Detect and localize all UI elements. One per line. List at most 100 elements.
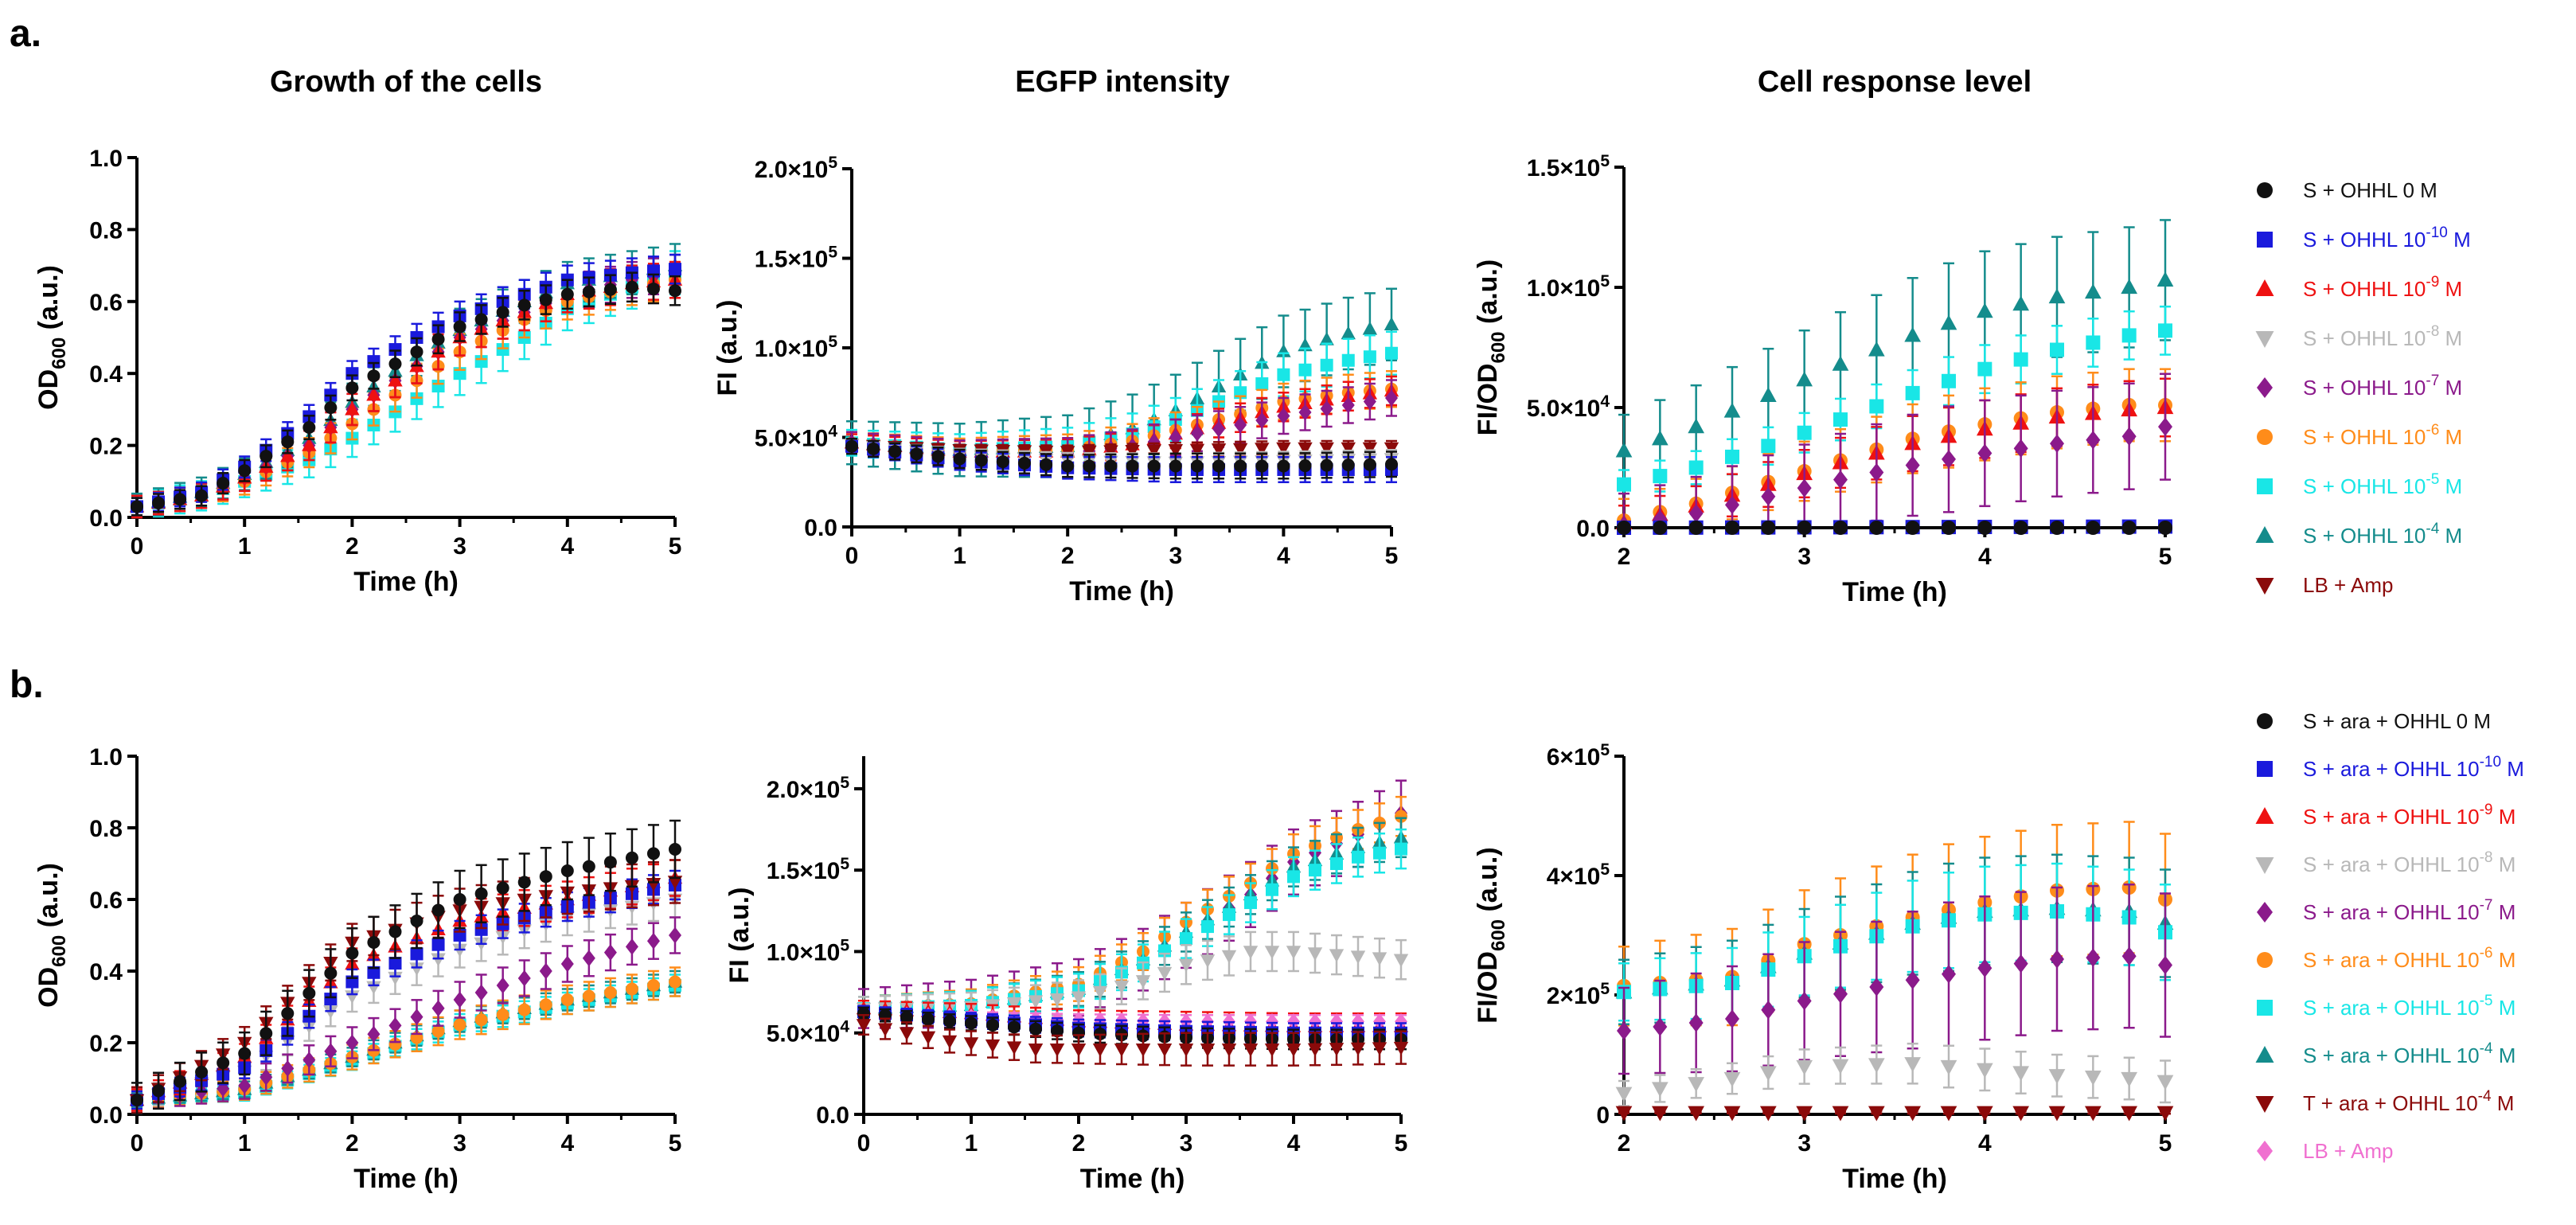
data-point — [1869, 462, 1884, 482]
data-point — [1255, 443, 1270, 457]
series-s-ara-ohhl-10-4-m — [1615, 853, 2174, 1025]
data-point — [323, 1005, 338, 1019]
data-point — [238, 1077, 252, 1094]
legend-marker-diamond — [2257, 377, 2273, 398]
data-point — [1385, 458, 1398, 471]
legend-item: S + OHHL 10-10 M — [2257, 224, 2471, 252]
y-tick-label: 0.8 — [89, 816, 123, 842]
chart-response-a: Cell response level 2 3 4 5 0.0 5.0×104 1.0×105… — [1473, 65, 2174, 607]
legend-label: S + OHHL 10-9 M — [2303, 274, 2462, 301]
data-point — [1797, 478, 1812, 497]
data-point — [1363, 393, 1376, 410]
data-point — [669, 284, 681, 298]
legend-marker-diamond — [2257, 1141, 2273, 1161]
data-point — [1190, 459, 1204, 473]
data-point — [1286, 946, 1302, 960]
data-point — [1329, 1043, 1345, 1056]
data-point — [856, 1019, 872, 1033]
y-tick-label: 0.6 — [89, 290, 123, 316]
data-point — [1942, 965, 1956, 984]
series-s-ara-ohhl-0-m — [857, 1006, 1407, 1051]
data-point — [2048, 1106, 2066, 1122]
data-point — [1264, 946, 1280, 960]
data-point — [2158, 323, 2172, 338]
data-point — [539, 870, 552, 884]
data-point — [367, 355, 381, 369]
legend-label: S + OHHL 10-7 M — [2303, 373, 2462, 400]
legend-item: S + ara + OHHL 10-9 M — [2255, 802, 2516, 829]
data-point — [1395, 810, 1407, 823]
data-point — [2158, 955, 2172, 975]
data-point — [1287, 1013, 1300, 1030]
data-point — [1092, 1043, 1108, 1057]
data-point — [1071, 1043, 1087, 1057]
data-point — [1255, 459, 1269, 473]
data-point — [388, 357, 402, 371]
data-point — [152, 496, 166, 509]
data-point — [1833, 470, 1848, 490]
data-point — [1212, 420, 1226, 438]
data-point — [474, 887, 488, 900]
series-s-ohhl-0-m — [845, 438, 1398, 480]
legend-marker-diamond — [2257, 902, 2273, 923]
data-point — [1653, 509, 1668, 529]
data-point — [1385, 346, 1398, 360]
data-point — [367, 936, 381, 949]
legend-item: S + OHHL 10-7 M — [2257, 373, 2462, 400]
data-point — [2121, 427, 2137, 446]
x-tick-label: 1 — [238, 533, 252, 560]
data-point — [260, 1068, 273, 1086]
data-point — [1723, 402, 1741, 418]
series-s-ara-ohhl-0-m — [131, 819, 681, 1116]
data-point — [857, 1007, 870, 1020]
legend-marker-circle — [2257, 429, 2273, 445]
data-point — [324, 993, 338, 1006]
data-point — [345, 381, 359, 395]
x-tick-label: 3 — [1180, 1130, 1193, 1157]
y-axis-label: FI/OD600 (a.u.) — [1473, 259, 1509, 435]
y-tick-label: 0.0 — [89, 505, 123, 532]
data-point — [1395, 1013, 1407, 1030]
series-t-ara-ohhl-10-4-m — [129, 859, 683, 1114]
data-point — [1029, 1022, 1042, 1036]
data-point — [1341, 458, 1355, 472]
data-point — [302, 1051, 316, 1068]
data-point — [496, 881, 509, 895]
x-tick-label: 1 — [965, 1130, 978, 1157]
y-tick-label: 1.0×105 — [767, 936, 850, 966]
x-tick-label: 2 — [345, 1130, 359, 1157]
series-s-ara-ohhl-10-8-m — [1615, 1042, 2174, 1107]
data-point — [453, 1018, 466, 1032]
data-point — [1796, 371, 1813, 387]
data-point — [1796, 1059, 1813, 1075]
data-point — [1384, 317, 1399, 330]
data-point — [1976, 302, 1993, 318]
x-tick-label: 0 — [845, 543, 859, 569]
legend-marker-square — [2257, 1000, 2273, 1016]
x-tick-label: 4 — [1978, 544, 1992, 570]
data-point — [131, 1094, 143, 1106]
x-tick-label: 1 — [953, 543, 966, 569]
data-point — [2013, 352, 2028, 367]
data-point — [388, 373, 403, 387]
data-point — [1276, 442, 1291, 456]
series-s-ohhl-10-10-m — [131, 253, 681, 517]
panel-label-a: a. — [10, 13, 41, 55]
data-point — [1653, 1017, 1668, 1036]
data-point — [2050, 434, 2064, 453]
series-s-ohhl-10-10-m — [845, 438, 1398, 483]
data-point — [965, 1016, 978, 1030]
y-tick-label: 0.6 — [89, 888, 123, 914]
data-point — [1298, 363, 1312, 376]
data-point — [1688, 418, 1705, 434]
data-point — [582, 285, 595, 298]
data-point — [539, 998, 552, 1012]
data-point — [1653, 521, 1668, 535]
data-point — [1940, 1106, 1957, 1122]
data-point — [877, 1023, 893, 1037]
chart-egfp-a: EGFP intensity 0 1 2 3 4 5 0.0 5.0×104 1.0×105 1.5… — [712, 65, 1399, 607]
data-point — [1211, 443, 1227, 457]
data-point — [281, 1007, 295, 1020]
data-point — [1212, 459, 1226, 473]
chart-egfp-b: 0 1 2 3 4 5 0.0 5.0×104 1.0×105 1.5×105 2.0×105 Tim… — [724, 756, 1409, 1194]
